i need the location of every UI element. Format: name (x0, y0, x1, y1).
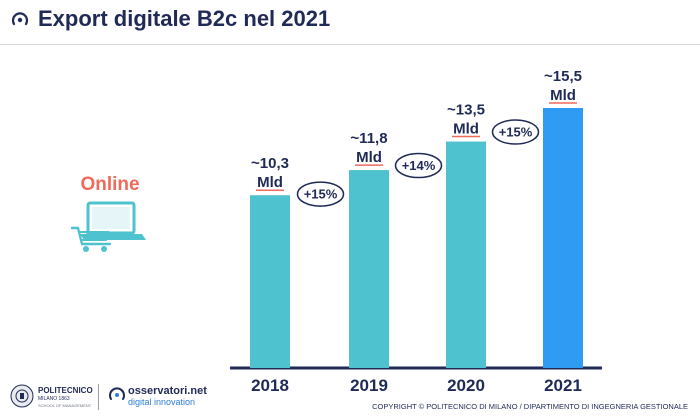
growth-badge (296, 181, 345, 207)
growth-label: +15% (304, 187, 338, 202)
bar-2021 (543, 108, 583, 368)
growth-badge (394, 152, 443, 179)
bar-unit-label: Mld (453, 121, 479, 138)
bar-2019 (349, 170, 389, 368)
page-title: Export digitale B2c nel 2021 (38, 6, 331, 31)
growth-label: +14% (402, 158, 436, 173)
copyright-notice: COPYRIGHT © POLITECNICO DI MILANO / DIPA… (372, 402, 688, 411)
online-label: Online (80, 174, 140, 195)
polimi-city: MILANO 1863 (38, 396, 70, 402)
politecnico-logo-icon (10, 384, 34, 408)
bar-value-label: ~11,8 (350, 130, 387, 147)
title-divider (0, 44, 700, 45)
growth-label: +15% (499, 125, 533, 140)
bar-value-label: ~13,5 (447, 102, 485, 119)
polimi-name: POLITECNICO (38, 386, 93, 395)
bar-unit-label: Mld (550, 87, 576, 104)
bar-value-label: ~15,5 (544, 68, 582, 85)
x-tick-label: 2018 (251, 376, 289, 395)
bar-value-label: ~10,3 (251, 155, 289, 172)
bar-2018 (250, 195, 290, 368)
bar-unit-label: Mld (356, 149, 382, 166)
growth-badge (491, 119, 540, 145)
polimi-school: SCHOOL OF MANAGEMENT (38, 403, 92, 408)
osservatori-logo-icon (11, 12, 29, 26)
title-bar: Export digitale B2c nel 2021 (0, 0, 700, 44)
osservatori-name: osservatori.net (128, 385, 207, 397)
x-tick-label: 2019 (350, 376, 388, 395)
osservatori-footer-icon (109, 387, 125, 400)
laptop-cart-icon (70, 201, 146, 252)
x-tick-label: 2020 (447, 376, 485, 395)
osservatori-subtitle: digital innovation (128, 397, 196, 407)
x-tick-label: 2021 (544, 376, 582, 395)
bar-unit-label: Mld (257, 174, 283, 191)
bar-2020 (446, 141, 486, 368)
footer-divider (98, 384, 99, 410)
